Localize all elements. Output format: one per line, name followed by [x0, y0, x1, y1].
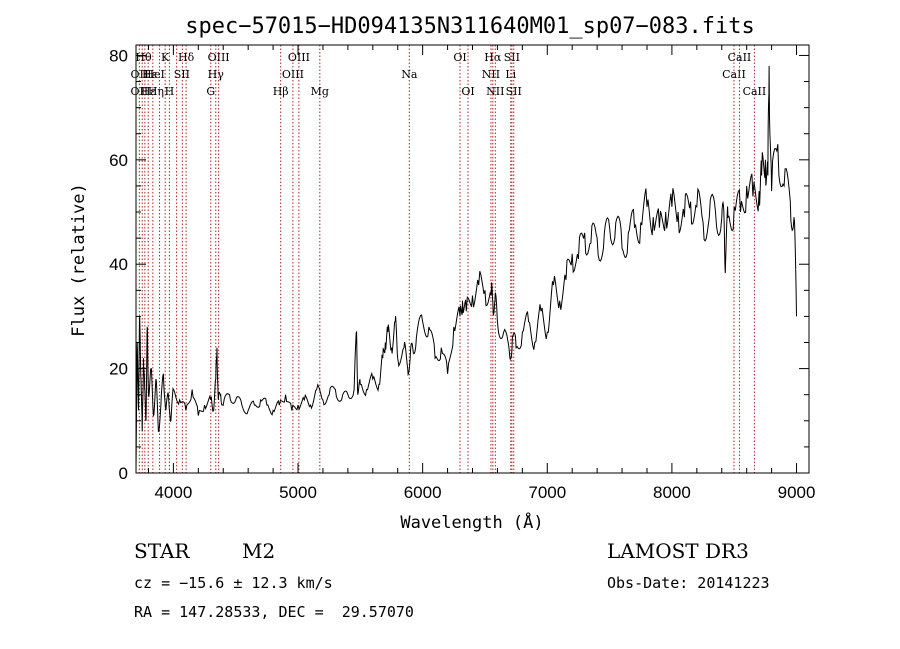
line-label: SII [504, 51, 520, 64]
chart-title: spec−57015−HD094135N311640M01_sp07−083.f… [185, 14, 755, 39]
object-class: STAR [134, 539, 190, 563]
line-label: Li [505, 68, 516, 81]
line-label: Mg [311, 85, 329, 98]
line-label: Hε [141, 85, 157, 98]
line-label: NII [482, 68, 500, 81]
line-label: OIII [208, 51, 230, 64]
x-axis-ticks: 4000 5000 6000 7000 8000 9000 [147, 45, 816, 502]
coordinates: RA = 147.28533, DEC = 29.57070 [134, 603, 414, 621]
line-label: OIII [288, 51, 310, 64]
x-axis-label: Wavelength (Å) [400, 511, 543, 533]
line-label: OI [461, 85, 474, 98]
x-tick-label: 6000 [404, 483, 442, 502]
line-label: SII [506, 85, 522, 98]
line-label: G [206, 85, 215, 98]
line-label: H [165, 85, 175, 98]
spectrum-line [135, 65, 797, 474]
line-label: Hθ [135, 51, 152, 64]
line-label: SII [174, 68, 190, 81]
line-label: OIII [282, 68, 304, 81]
line-label: OII [131, 85, 149, 98]
line-label: Hβ [273, 85, 289, 98]
y-tick-label: 60 [109, 151, 128, 170]
line-label: K [161, 51, 170, 64]
spectrum-series [135, 65, 797, 474]
line-label: Hη [148, 85, 164, 98]
line-label: HeI [144, 68, 164, 81]
x-tick-label: 9000 [778, 483, 816, 502]
y-tick-label: 40 [109, 255, 128, 274]
redshift-readout: cz = −15.6 ± 12.3 km/s [134, 574, 333, 592]
line-label: Hδ [178, 51, 195, 64]
line-label: Hα [484, 51, 502, 64]
y-tick-label: 0 [119, 464, 128, 483]
plot-frame [135, 44, 810, 474]
y-tick-label: 20 [109, 360, 128, 379]
line-label: CaII [743, 85, 767, 98]
line-label: OI [453, 51, 466, 64]
y-axis-label: Flux (relative) [69, 183, 89, 337]
line-label: OII [131, 68, 149, 81]
line-label: CaII [728, 51, 752, 64]
x-tick-label: 5000 [279, 483, 317, 502]
y-tick-label: 80 [109, 46, 128, 65]
line-label: Hε [142, 68, 158, 81]
line-label: Hγ [208, 68, 225, 81]
line-label: NII [486, 85, 504, 98]
line-label: Na [401, 68, 418, 81]
x-tick-label: 7000 [528, 483, 566, 502]
obs-date: Obs-Date: 20141223 [607, 574, 770, 592]
subclass: M2 [242, 539, 276, 563]
survey-name: LAMOST DR3 [607, 539, 749, 563]
y-axis-ticks: 0 20 40 60 80 [109, 46, 809, 483]
x-tick-label: 4000 [154, 483, 192, 502]
line-label: CaII [722, 68, 746, 81]
x-tick-label: 8000 [653, 483, 691, 502]
